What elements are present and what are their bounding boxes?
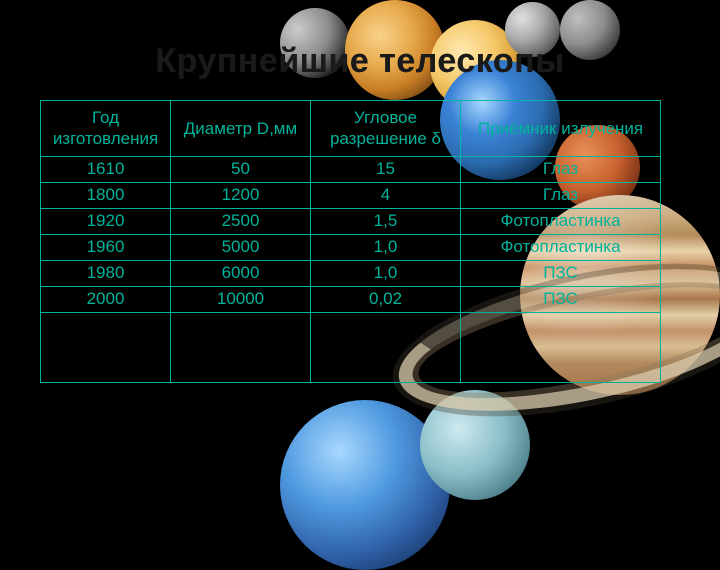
- cell-year: 1980: [41, 260, 171, 286]
- cell-year: 1610: [41, 156, 171, 182]
- cell-receiver: Фотопластинка: [461, 208, 661, 234]
- cell-resolution: 1,0: [311, 234, 461, 260]
- cell-diameter: 6000: [171, 260, 311, 286]
- cell-diameter: 5000: [171, 234, 311, 260]
- table-empty-row: [41, 312, 661, 382]
- col-diameter: Диаметр D,мм: [171, 101, 311, 157]
- col-receiver: Приёмник излучения: [461, 101, 661, 157]
- cell-diameter: 2500: [171, 208, 311, 234]
- cell-year: 1800: [41, 182, 171, 208]
- cell-diameter: 1200: [171, 182, 311, 208]
- table-row: 2000 10000 0,02 ПЗС: [41, 286, 661, 312]
- cell-receiver: Глаз: [461, 182, 661, 208]
- cell-diameter: 50: [171, 156, 311, 182]
- telescope-table: Год изготовления Диаметр D,мм Угловое ра…: [40, 100, 661, 383]
- cell-year: 2000: [41, 286, 171, 312]
- table-row: 1980 6000 1,0 ПЗС: [41, 260, 661, 286]
- cell-receiver: Фотопластинка: [461, 234, 661, 260]
- cell-resolution: 4: [311, 182, 461, 208]
- table-row: 1960 5000 1,0 Фотопластинка: [41, 234, 661, 260]
- cell-resolution: 1,0: [311, 260, 461, 286]
- page-title-text: Крупнейшие телескопы: [155, 42, 564, 80]
- table-row: 1800 1200 4 Глаз: [41, 182, 661, 208]
- cell-year: 1960: [41, 234, 171, 260]
- cell-resolution: 15: [311, 156, 461, 182]
- cell-diameter: 10000: [171, 286, 311, 312]
- cell-receiver: ПЗС: [461, 260, 661, 286]
- table-row: 1610 50 15 Глаз: [41, 156, 661, 182]
- cell-year: 1920: [41, 208, 171, 234]
- cell-receiver: Глаз: [461, 156, 661, 182]
- table-header-row: Год изготовления Диаметр D,мм Угловое ра…: [41, 101, 661, 157]
- table-row: 1920 2500 1,5 Фотопластинка: [41, 208, 661, 234]
- cell-receiver: ПЗС: [461, 286, 661, 312]
- col-year: Год изготовления: [41, 101, 171, 157]
- col-resolution: Угловое разрешение δ: [311, 101, 461, 157]
- cell-resolution: 1,5: [311, 208, 461, 234]
- cell-resolution: 0,02: [311, 286, 461, 312]
- page-title: Крупнейшие телескопы: [0, 42, 720, 81]
